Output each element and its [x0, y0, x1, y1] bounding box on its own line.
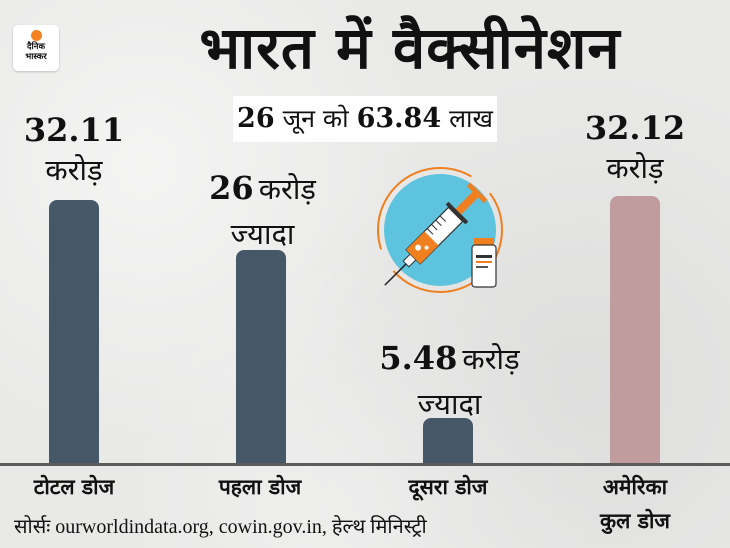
- value-label-total: 32.11 करोड़: [23, 111, 125, 187]
- category-first: पहला डोज: [218, 475, 302, 499]
- bar-total-doses: [49, 200, 99, 463]
- logo-dot-icon: [30, 30, 42, 41]
- category-total: टोटल डोज: [33, 475, 115, 499]
- highlight-unit: लाख: [449, 104, 493, 133]
- highlight-value: 63.84: [356, 103, 442, 134]
- chart-title: भारत में वैक्सीनेशन: [199, 14, 621, 82]
- bar-first-dose: [236, 250, 286, 463]
- value-label-first: 26 करोड़ ज्यादा: [209, 169, 316, 251]
- dainik-bhaskar-logo: दैनिक भास्कर: [13, 25, 59, 71]
- bar-usa-total: [610, 196, 660, 463]
- chart-baseline: [0, 463, 730, 466]
- category-usa: अमेरिका कुल डोज: [600, 475, 670, 533]
- daily-highlight-box: 26 जून को 63.84 लाख: [233, 96, 497, 142]
- bar-second-dose: [423, 418, 473, 463]
- syringe-vial-icon: [377, 167, 503, 293]
- value-label-second: 5.48 करोड़ ज्यादा: [379, 339, 520, 421]
- value-label-usa: 32.12 करोड़: [584, 109, 686, 185]
- highlight-mid: जून को: [282, 104, 349, 133]
- highlight-date: 26: [237, 103, 275, 134]
- logo-line2: भास्कर: [25, 52, 47, 62]
- category-second: दूसरा डोज: [408, 475, 488, 499]
- source-note: सोर्सः ourworldindata.org, cowin.gov.in,…: [14, 516, 427, 538]
- logo-line1: दैनिक: [27, 42, 45, 52]
